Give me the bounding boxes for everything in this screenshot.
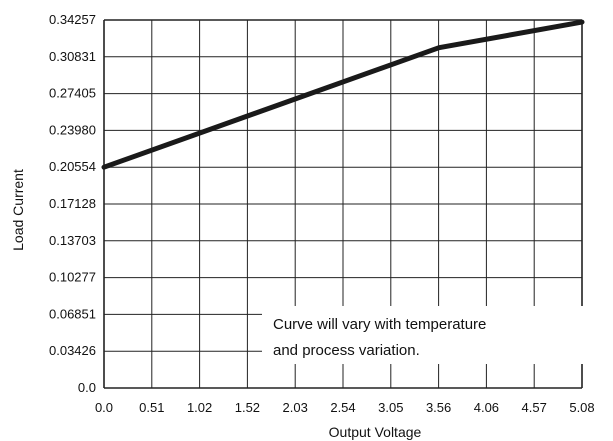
y-tick-label: 0.27405 xyxy=(49,86,96,101)
y-tick-label: 0.20554 xyxy=(49,159,96,174)
x-tick-label: 2.54 xyxy=(330,400,355,415)
x-tick-label: 3.56 xyxy=(426,400,451,415)
annotation-line-2: and process variation. xyxy=(273,342,420,359)
x-tick-labels: 0.0 0.51 1.02 1.52 2.03 2.54 3.05 3.56 4.06 4.57 5… xyxy=(95,400,595,415)
x-tick-label: 2.03 xyxy=(283,400,308,415)
x-tick-label: 4.06 xyxy=(474,400,499,415)
y-tick-label: 0.06851 xyxy=(49,306,96,321)
x-tick-label: 0.0 xyxy=(95,400,113,415)
y-tick-label: 0.0 xyxy=(78,380,96,395)
y-tick-label: 0.03426 xyxy=(49,343,96,358)
series-points xyxy=(103,22,583,168)
x-tick-label: 0.51 xyxy=(139,400,164,415)
y-tick-label: 0.30831 xyxy=(49,49,96,64)
y-tick-label: 0.13703 xyxy=(49,233,96,248)
x-tick-label: 4.57 xyxy=(522,400,547,415)
annotation-box: Curve will vary with temperature and pro… xyxy=(262,306,584,364)
y-axis-title: Load Current xyxy=(10,169,26,251)
x-tick-label: 1.02 xyxy=(187,400,212,415)
annotation-line-1: Curve will vary with temperature xyxy=(273,316,486,333)
y-tick-labels: 0.0 0.03426 0.06851 0.10277 0.13703 0.17128 0.… xyxy=(49,12,96,395)
x-tick-label: 1.52 xyxy=(235,400,260,415)
y-tick-label: 0.34257 xyxy=(49,12,96,27)
x-tick-label: 3.05 xyxy=(378,400,403,415)
x-axis-title: Output Voltage xyxy=(329,424,422,440)
y-tick-label: 0.10277 xyxy=(49,270,96,285)
x-tick-label: 5.08 xyxy=(569,400,594,415)
annotation-background xyxy=(262,306,584,364)
y-tick-label: 0.17128 xyxy=(49,196,96,211)
y-tick-label: 0.23980 xyxy=(49,122,96,137)
